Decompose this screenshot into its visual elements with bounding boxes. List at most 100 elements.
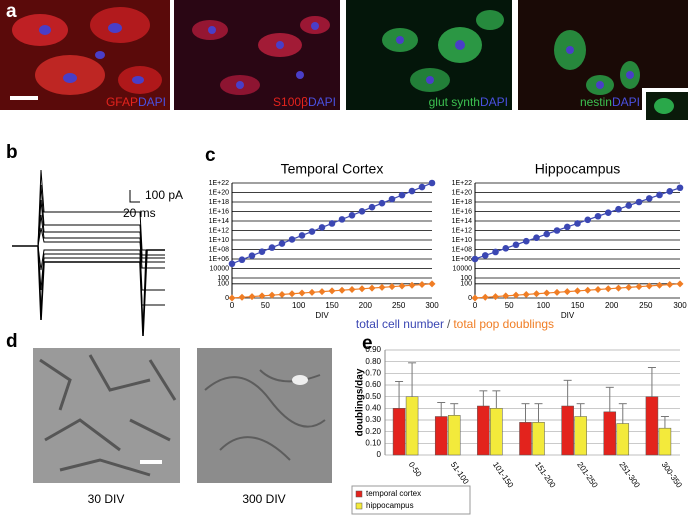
point [248,293,256,301]
y-tick-label: 0.70 [365,368,381,377]
image-label: glut synthDAPI [429,95,508,109]
bar [658,427,672,456]
legend-swatch [355,490,363,498]
y-tick-label: 0.60 [365,380,381,389]
y-tick-label: 1E+16 [452,208,473,215]
y-tick-label: 0 [377,450,382,459]
x-tick-label: 50 [261,301,270,310]
point [378,199,386,207]
point [338,216,346,223]
x-tick-label: 201-250 [575,460,600,490]
point [533,234,540,242]
point [388,195,396,203]
y-tick-label: 0.30 [365,415,381,424]
point [358,285,366,293]
point [308,288,316,296]
y2-tick-label: 100 [460,281,472,288]
y-tick-label: 1E+06 [452,256,473,263]
point [574,220,581,227]
point [502,244,510,252]
point [481,293,489,301]
marker-name: GFAP [106,95,138,109]
point [625,283,633,291]
point [563,288,571,296]
bar [561,405,574,456]
image-caption: 30 DIV [88,492,125,506]
point [358,208,366,215]
point [318,224,326,231]
point [471,255,479,263]
point [481,252,489,259]
image-300div [197,348,332,483]
point [512,241,520,249]
y-tick-label: 1E+18 [452,199,473,206]
point [368,284,376,292]
point [378,283,386,291]
point [318,288,326,296]
image-nestin [518,0,688,120]
x-tick-label: 100 [292,301,306,310]
panel-label: d [6,331,18,352]
image-label: GFAPDAPI [106,95,166,109]
point [635,198,643,206]
bar [574,416,587,456]
point [268,244,276,251]
point [398,191,406,199]
point [584,216,592,224]
point [594,212,602,220]
y-tick-label: 0.80 [365,357,381,366]
panel-label: b [6,142,18,163]
y-tick-label: 0.20 [365,427,381,436]
x-tick-label: 51-100 [449,460,471,486]
counterstain-name: DAPI [480,95,508,109]
image-label: S100βDAPI [273,95,336,109]
point [676,184,684,192]
bar [616,423,630,456]
point [288,290,296,298]
point [268,291,276,299]
y2-tick-label: 0 [468,295,472,302]
point [615,205,622,213]
bar [490,408,503,456]
bar [405,396,419,456]
y-tick-label: 100 [217,275,229,282]
point [492,293,499,301]
y-tick-label: 1E+12 [209,227,230,234]
y-tick-label: 1E+08 [209,246,230,253]
point [625,202,633,209]
point [553,227,561,234]
point [492,248,499,256]
point [228,260,236,268]
y2-tick-label: 0 [225,295,229,302]
bar [392,408,406,456]
x-tick-label: 300 [673,301,687,310]
point [238,293,246,301]
chart-title: Hippocampus [535,161,621,177]
marker-name: S100β [273,95,308,109]
image-label: nestinDAPI [580,95,640,109]
y-tick-label: 1E+16 [209,208,230,215]
legend-separator: / [447,317,451,331]
point [533,290,540,298]
point [408,281,416,289]
point [328,220,336,227]
point [328,287,336,295]
x-tick-label: 0 [473,301,478,310]
point [348,286,356,293]
point [338,286,346,294]
point [543,289,551,297]
panel-label: c [205,145,216,166]
point [676,280,684,288]
point [288,236,296,243]
point [258,248,266,255]
point [574,287,581,295]
x-tick-label: 0 [230,301,235,310]
legend-label: hippocampus [366,501,414,510]
point [278,290,286,298]
counterstain-name: DAPI [308,95,336,109]
y-tick-label: 0.40 [365,403,381,412]
point [418,281,426,289]
counterstain-name: DAPI [138,95,166,109]
point [298,289,306,297]
y-tick-label: 1E+22 [209,180,230,187]
